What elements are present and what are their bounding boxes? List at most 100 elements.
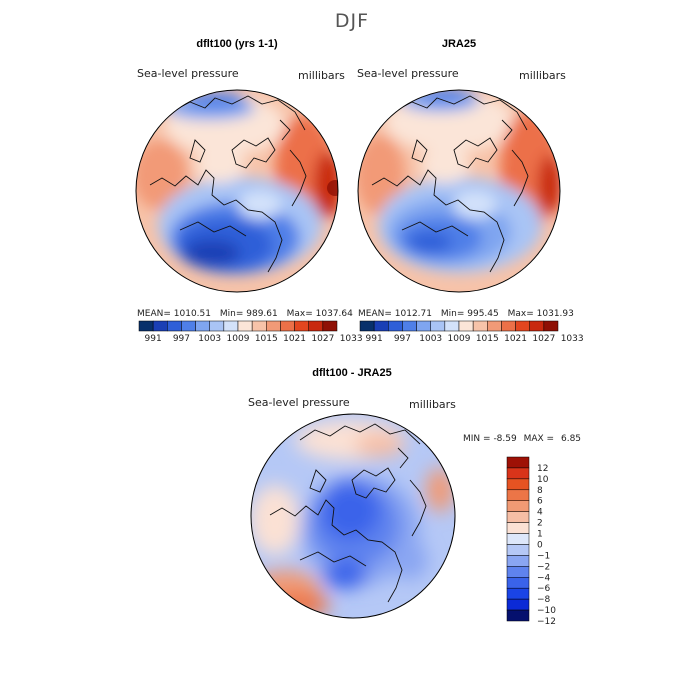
panel-reanalysis-variable: Sea-level pressure xyxy=(357,67,459,80)
colorbar-model-swatch xyxy=(209,320,225,332)
colorbar-reanalysis-tick-label: 1009 xyxy=(448,334,471,344)
panel-difference: dflt100 - JRA25 Sea-level pressure milli… xyxy=(248,367,581,627)
colorbar-model-tick-label: 1027 xyxy=(311,334,334,344)
colorbar-reanalysis-tick-label: 991 xyxy=(366,334,383,344)
colorbar-model-tick-label: 1033 xyxy=(340,334,363,344)
colorbar-reanalysis-swatch xyxy=(416,320,431,332)
panel-reanalysis-units: millibars xyxy=(519,69,566,82)
colorbar-reanalysis-tick-label: 1027 xyxy=(532,334,555,344)
colorbar-difference-swatch xyxy=(506,500,530,512)
colorbar-reanalysis-swatch xyxy=(388,320,403,332)
colorbar-difference-swatch xyxy=(506,511,530,523)
colorbar-reanalysis-swatch xyxy=(402,320,417,332)
colorbar-model-swatch xyxy=(322,320,338,332)
colorbar-model-swatch xyxy=(138,320,154,332)
colorbar-difference-swatch xyxy=(506,609,530,622)
colorbar-model-swatch xyxy=(152,320,168,332)
colorbar-model-tick-label: 997 xyxy=(173,334,190,344)
colorbar-difference-tick-label: 0 xyxy=(537,540,543,550)
colorbar-difference-tick-label: −6 xyxy=(537,584,551,594)
colorbar-model-swatch xyxy=(308,320,324,332)
colorbar-reanalysis-swatch xyxy=(515,320,530,332)
panel-reanalysis: JRA25 Sea-level pressure millibars xyxy=(357,38,584,344)
colorbar-model-tick-label: 1015 xyxy=(255,334,278,344)
colorbar-difference-swatch xyxy=(506,598,530,611)
panel-difference-map xyxy=(251,414,455,618)
colorbar-difference-swatch xyxy=(506,478,530,491)
colorbar-reanalysis-tick-label: 1003 xyxy=(419,334,442,344)
colorbar-reanalysis-swatch xyxy=(359,320,375,332)
colorbar-difference-swatch xyxy=(506,566,530,578)
colorbar-difference-tick-label: 12 xyxy=(537,464,548,474)
panel-model-variable: Sea-level pressure xyxy=(137,67,239,80)
colorbar-model-swatch xyxy=(266,320,281,332)
colorbar-model-tick-label: 991 xyxy=(145,334,162,344)
panel-difference-coastlines xyxy=(269,423,427,603)
colorbar-model-swatch xyxy=(251,320,267,332)
panel-reanalysis-title: JRA25 xyxy=(442,38,476,50)
panel-model-coastlines xyxy=(149,95,307,273)
colorbar-difference-tick-label: 1 xyxy=(537,530,543,540)
colorbar-reanalysis-swatch xyxy=(487,320,502,332)
colorbar-difference-swatch xyxy=(506,577,530,589)
colorbar-model-swatch xyxy=(223,320,239,332)
colorbar-difference-swatch xyxy=(506,456,530,469)
colorbar-model-swatch xyxy=(280,320,295,332)
colorbar-difference-tick-label: 2 xyxy=(537,519,543,529)
colorbar-difference-tick-label: 10 xyxy=(537,475,549,485)
colorbar-difference-swatch xyxy=(506,544,530,556)
colorbar-model-tick-label: 1021 xyxy=(283,334,306,344)
colorbar-difference-swatch xyxy=(506,587,530,600)
colorbar-difference-tick-label: 4 xyxy=(537,508,543,518)
colorbar-difference-tick-label: −2 xyxy=(537,562,550,572)
panel-difference-variable: Sea-level pressure xyxy=(248,396,350,409)
colorbar-reanalysis-swatch xyxy=(529,320,545,332)
colorbar-difference-tick-label: −1 xyxy=(537,551,550,561)
colorbar-model-swatch xyxy=(294,320,309,332)
colorbar-difference-swatch xyxy=(506,533,530,545)
colorbar-model-swatch xyxy=(167,320,182,332)
colorbar-difference-tick-label: −8 xyxy=(537,595,551,605)
colorbar-reanalysis-swatch xyxy=(501,320,516,332)
colorbar-reanalysis-swatch xyxy=(373,320,389,332)
colorbar-reanalysis-tick-label: 1033 xyxy=(561,334,584,344)
colorbar-reanalysis-swatch xyxy=(458,320,474,332)
colorbar-difference-swatch xyxy=(506,467,530,480)
panel-reanalysis-map xyxy=(358,90,560,292)
colorbar-difference-swatch xyxy=(506,489,530,501)
panel-model-title: dflt100 (yrs 1-1) xyxy=(196,38,278,50)
colorbar-model-swatch xyxy=(181,320,196,332)
colorbar-difference-tick-label: −4 xyxy=(537,573,551,583)
colorbar-difference-tick-label: 6 xyxy=(537,497,543,507)
panel-model: dflt100 (yrs 1-1) Sea-level pressure mil… xyxy=(135,38,363,344)
colorbar-reanalysis-tick-label: 1015 xyxy=(476,334,499,344)
panel-model-units: millibars xyxy=(298,69,345,82)
colorbar-difference-tick-label: −10 xyxy=(537,606,556,616)
colorbar-model-swatch xyxy=(195,320,210,332)
panel-reanalysis-coastlines xyxy=(371,95,529,273)
colorbar-reanalysis-tick-label: 997 xyxy=(394,334,411,344)
panel-difference-units: millibars xyxy=(409,398,456,411)
panel-difference-title: dflt100 - JRA25 xyxy=(312,367,391,379)
panel-model-stats: MEAN= 1010.51 Min= 989.61 Max= 1037.64 xyxy=(137,309,353,319)
panel-reanalysis-colorbar: 991 997 1003 1009 1015 1021 1027 1033 xyxy=(359,320,584,344)
panel-model-colorbar: 991 997 1003 1009 1015 1021 1027 1033 xyxy=(138,320,363,344)
colorbar-model-tick-label: 1009 xyxy=(227,334,250,344)
colorbar-reanalysis-swatch xyxy=(472,320,488,332)
panel-reanalysis-stats: MEAN= 1012.71 Min= 995.45 Max= 1031.93 xyxy=(358,309,574,319)
colorbar-difference-swatch xyxy=(506,555,530,567)
colorbar-model-swatch xyxy=(237,320,253,332)
colorbar-difference-swatch xyxy=(506,522,530,534)
colorbar-reanalysis-swatch xyxy=(543,320,559,332)
panel-difference-stats: MIN = -8.59 MAX = 6.85 xyxy=(463,434,581,444)
colorbar-reanalysis-swatch xyxy=(444,320,460,332)
page-title: DJF xyxy=(335,10,369,32)
panel-model-map xyxy=(136,90,338,292)
colorbar-model-tick-label: 1003 xyxy=(198,334,221,344)
colorbar-difference-tick-label: −12 xyxy=(537,617,556,627)
colorbar-difference-tick-label: 8 xyxy=(537,486,543,496)
colorbar-reanalysis-tick-label: 1021 xyxy=(504,334,527,344)
colorbar-reanalysis-swatch xyxy=(430,320,446,332)
